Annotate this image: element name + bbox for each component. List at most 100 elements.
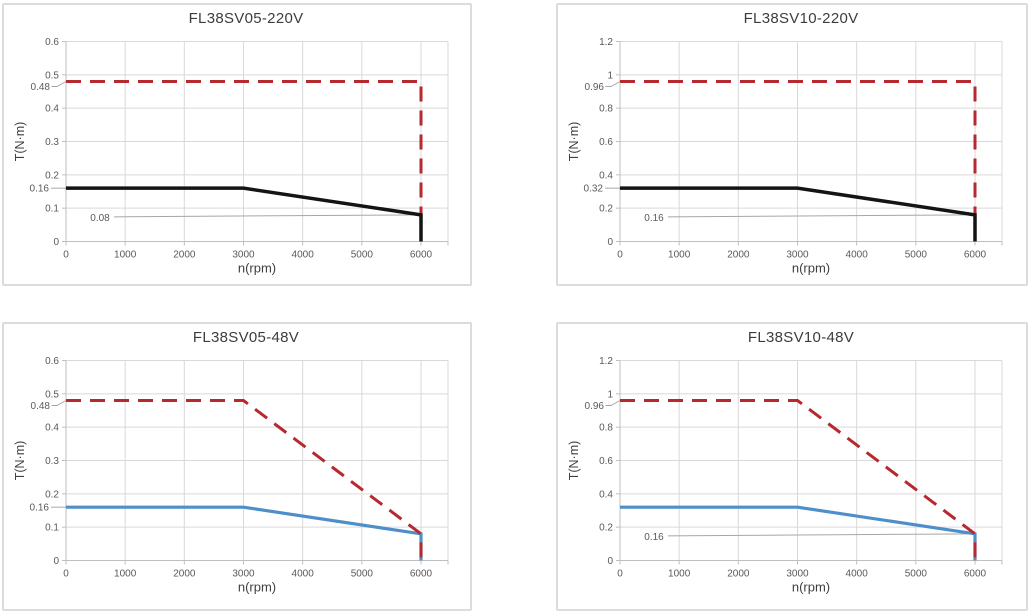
x-axis-title: n(rpm) <box>238 261 276 276</box>
y-tick-label: 0.1 <box>45 523 59 534</box>
chart-title: FL38SV10-220V <box>743 10 859 27</box>
x-tick-label: 2000 <box>173 250 196 261</box>
callout-leader-line <box>51 81 67 87</box>
axis-lines <box>616 360 1003 565</box>
chart-panel-fl38sv05-220v: FL38SV05-220V 0 1000 2000 3000 4000 5000 6000 0… <box>2 3 472 286</box>
x-tick-label: 0 <box>617 569 623 580</box>
torque-speed-plot: 0 1000 2000 3000 4000 5000 6000 0 0.2 0.4 0.6 0.8 1 1… <box>567 356 1003 595</box>
callout-leader-line <box>667 214 976 218</box>
gridlines <box>620 41 1003 242</box>
tick-labels: 0 1000 2000 3000 4000 5000 6000 0 0.2 0.4 0.6 0.8 1 1… <box>599 356 986 580</box>
chart-title: FL38SV10-48V <box>747 329 855 346</box>
y-tick-label: 0.3 <box>45 137 59 148</box>
torque-speed-plot: 0 1000 2000 3000 4000 5000 600000.10.20.30.40.… <box>13 356 449 595</box>
inner-callouts: 0.16 <box>644 213 976 224</box>
torque-speed-plot: 0 1000 2000 3000 4000 5000 600000.10.20.30.40.… <box>13 37 449 276</box>
x-tick-label: 6000 <box>964 569 987 580</box>
axis-callout-label: 0.16 <box>30 184 50 195</box>
x-axis-title: n(rpm) <box>792 580 830 595</box>
y-tick-label: 0 <box>53 237 59 248</box>
inner-callout-label: 0.16 <box>644 213 664 224</box>
y-tick-label: 0 <box>607 556 613 567</box>
y-tick-label: 0 <box>607 237 613 248</box>
callout-leader-line <box>605 81 621 87</box>
axis-callout-label: 0.96 <box>585 401 605 412</box>
x-tick-label: 4000 <box>846 250 869 261</box>
y-tick-label: 0.2 <box>45 170 59 181</box>
y-tick-label: 1 <box>607 389 613 400</box>
x-tick-label: 6000 <box>410 250 433 261</box>
x-tick-label: 3000 <box>232 569 255 580</box>
y-tick-label: 0.2 <box>599 204 613 215</box>
y-tick-label: 1.2 <box>599 37 613 48</box>
tick-labels: 0 1000 2000 3000 4000 5000 6000 0 0.1 0.2 0.3 0.4 0.… <box>45 356 432 580</box>
axis-callouts: 0.48 0.16 <box>30 81 67 195</box>
y-tick-label: 0.5 <box>45 389 59 400</box>
axis-callouts: 0.96 <box>585 400 621 412</box>
y-tick-label: 0 <box>53 556 59 567</box>
chart-panel-fl38sv10-48v: FL38SV10-48V 0 1000 2000 3000 4000 5000 6000 0 0… <box>556 322 1028 611</box>
x-tick-label: 0 <box>63 250 69 261</box>
y-tick-label: 0.2 <box>45 489 59 500</box>
axis-callout-label: 0.16 <box>30 503 50 514</box>
tick-labels: 0 1000 2000 3000 4000 5000 6000 0 0.1 0.2 0.3 0.4 0.… <box>45 37 432 261</box>
y-tick-label: 0.1 <box>45 204 59 215</box>
x-tick-label: 1000 <box>668 250 691 261</box>
y-axis-title: T(N·m) <box>567 122 581 162</box>
axis-callouts: 0.48 0.16 <box>30 400 67 514</box>
x-tick-label: 0 <box>617 250 623 261</box>
inner-callout-label: 0.16 <box>644 532 664 543</box>
series-rated-torque-line <box>620 186 977 242</box>
chart-title: FL38SV05-48V <box>192 329 300 346</box>
x-tick-label: 2000 <box>727 250 750 261</box>
gridlines <box>66 360 449 561</box>
axis-callout-label: 0.48 <box>31 401 51 412</box>
y-tick-label: 0.4 <box>599 170 613 181</box>
axis-lines <box>616 41 1003 246</box>
x-tick-label: 5000 <box>905 569 928 580</box>
y-axis-title: T(N·m) <box>13 122 27 162</box>
y-axis-title: T(N·m) <box>567 441 581 481</box>
x-tick-label: 6000 <box>964 250 987 261</box>
y-axis-title: T(N·m) <box>13 441 27 481</box>
x-tick-label: 1000 <box>114 250 137 261</box>
callout-leader-line <box>113 214 422 218</box>
y-tick-label: 0.3 <box>45 456 59 467</box>
x-tick-label: 3000 <box>232 250 255 261</box>
x-tick-label: 4000 <box>292 250 315 261</box>
callout-leader-line <box>667 533 976 537</box>
x-tick-label: 5000 <box>905 250 928 261</box>
inner-callouts: 0.08 <box>90 213 422 224</box>
y-tick-label: 0.6 <box>45 37 59 48</box>
axis-lines <box>62 41 449 246</box>
x-tick-label: 2000 <box>173 569 196 580</box>
axis-callout-label: 0.32 <box>584 184 604 195</box>
y-tick-label: 0.4 <box>599 489 613 500</box>
y-tick-label: 0.8 <box>599 104 613 115</box>
y-tick-label: 0.4 <box>45 104 59 115</box>
series-peak-torque-line <box>66 399 423 561</box>
x-tick-label: 5000 <box>351 569 374 580</box>
y-tick-label: 0.2 <box>599 523 613 534</box>
x-tick-label: 2000 <box>727 569 750 580</box>
chart-panel-fl38sv10-220v: FL38SV10-220V 0 1000 2000 3000 4000 5000 6000 0… <box>556 3 1028 286</box>
x-tick-label: 1000 <box>668 569 691 580</box>
x-tick-label: 3000 <box>786 250 809 261</box>
chart-title: FL38SV05-220V <box>188 10 304 27</box>
chart-panel-fl38sv05-48v: FL38SV05-48V 0 1000 2000 3000 4000 5000 6000 0 0… <box>2 322 472 611</box>
y-tick-label: 0.8 <box>599 423 613 434</box>
series-peak-torque-line <box>66 80 423 242</box>
axis-callouts: 0.96 0.32 <box>584 81 621 195</box>
x-axis-title: n(rpm) <box>792 261 830 276</box>
x-tick-label: 5000 <box>351 250 374 261</box>
callout-leader-line <box>605 400 621 406</box>
y-tick-label: 0.6 <box>599 456 613 467</box>
y-tick-label: 0.5 <box>45 70 59 81</box>
x-tick-label: 4000 <box>846 569 869 580</box>
x-tick-label: 0 <box>63 569 69 580</box>
tick-labels: 0 1000 2000 3000 4000 5000 6000 0 0.2 0.4 0.6 0.8 1 1… <box>599 37 986 261</box>
axis-lines <box>62 360 449 565</box>
callout-leader-line <box>51 400 67 406</box>
y-tick-label: 0.6 <box>599 137 613 148</box>
gridlines <box>620 360 1003 561</box>
